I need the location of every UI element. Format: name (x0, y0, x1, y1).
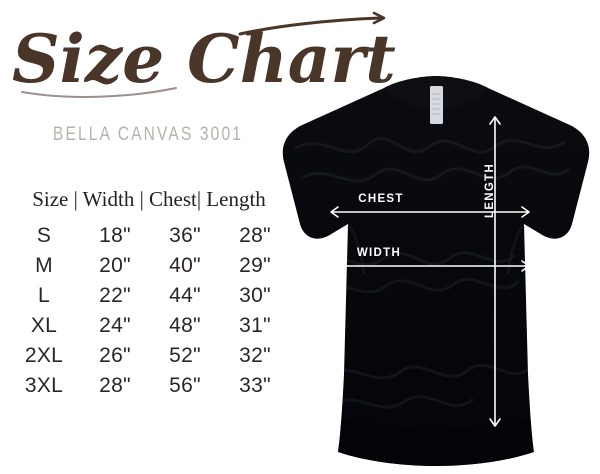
cell-width: 26" (99, 344, 131, 367)
cell-size: L (38, 284, 50, 307)
tshirt-svg (282, 76, 590, 466)
cell-chest: 48" (169, 314, 201, 337)
cell-size: M (35, 254, 53, 277)
page-title-text: Size Chart (12, 20, 396, 98)
table-row: 2XL 26" 52" 32" (8, 341, 290, 371)
cell-chest: 40" (169, 254, 201, 277)
table-row: 3XL 28" 56" 33" (8, 371, 290, 401)
cell-chest: 52" (169, 344, 201, 367)
cell-length: 33" (239, 374, 271, 397)
chest-label: CHEST (358, 193, 404, 205)
table-row: S 18" 36" 28" (8, 221, 290, 251)
table-header-line: Size | Width | Chest| Length (32, 187, 266, 211)
cell-size: 2XL (24, 344, 64, 367)
table-row: M 20" 40" 29" (8, 251, 290, 281)
chest-arrow (330, 206, 530, 218)
cell-width: 18" (99, 224, 131, 247)
width-label: WIDTH (356, 247, 402, 259)
cell-size: XL (30, 314, 58, 337)
title-script-svg: Size Chart (12, 11, 396, 98)
size-table-container: Size | Width | Chest| Length S 18" 36" 2… (8, 186, 290, 401)
table-header-row: Size | Width | Chest| Length (8, 186, 290, 221)
neck-tag-icon (430, 86, 443, 124)
cell-chest: 44" (169, 284, 201, 307)
cell-length: 32" (239, 344, 271, 367)
cell-length: 31" (239, 314, 271, 337)
tshirt-body (282, 76, 590, 466)
length-label: LENGTH (484, 162, 496, 218)
tshirt-diagram (272, 74, 600, 466)
table-row: L 22" 44" 30" (8, 281, 290, 311)
cell-length: 30" (239, 284, 271, 307)
cell-width: 22" (99, 284, 131, 307)
cell-length: 28" (239, 224, 271, 247)
cell-size: S (36, 224, 52, 247)
title-flourish-tip-icon (372, 11, 386, 25)
cell-chest: 56" (169, 374, 201, 397)
page-subtitle: BELLA CANVAS 3001 (52, 124, 244, 145)
cell-size: 3XL (24, 374, 64, 397)
length-arrow (489, 116, 501, 427)
cell-width: 24" (99, 314, 131, 337)
title-underswash-icon (21, 87, 177, 98)
page-title: Size Chart (8, 8, 398, 108)
cell-width: 28" (99, 374, 131, 397)
cell-width: 20" (99, 254, 131, 277)
neck-tag-lines-icon (432, 93, 441, 115)
width-arrow (330, 260, 530, 272)
size-table-body: S 18" 36" 28" M 20" 40" 29" L 22" 44" 30… (8, 221, 290, 401)
cell-chest: 36" (169, 224, 201, 247)
cell-length: 29" (239, 254, 271, 277)
size-table: Size | Width | Chest| Length S 18" 36" 2… (8, 186, 290, 401)
table-row: XL 24" 48" 31" (8, 311, 290, 341)
size-table-head: Size | Width | Chest| Length (8, 186, 290, 221)
shirt-hem-shade (338, 418, 534, 466)
title-flourish-icon (238, 16, 382, 36)
